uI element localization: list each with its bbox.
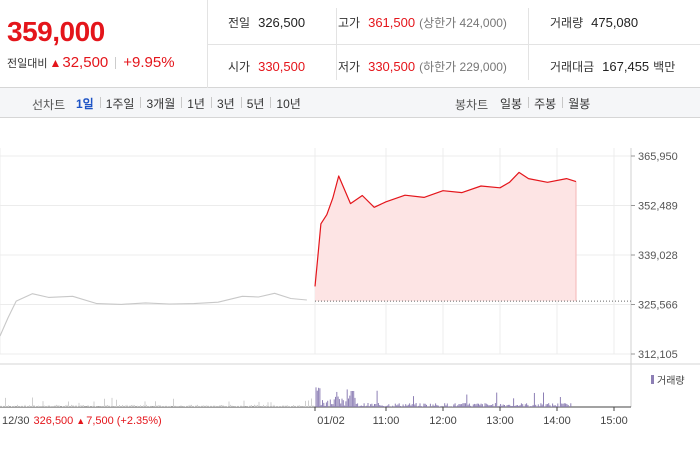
area-fill-today (315, 172, 576, 302)
series-lines (0, 171, 577, 337)
open-cell: 시가 330,500 (228, 44, 305, 88)
change-row: 전일대비 ▲ 32,500 +9.95% (7, 54, 175, 71)
volume-bars (0, 387, 572, 407)
tab-candle-weekly[interactable]: 주봉 (528, 95, 562, 112)
series-line-prev (0, 292, 307, 337)
quote-main: 359,000 전일대비 ▲ 32,500 +9.95% (0, 0, 208, 88)
prev-close-value: 326,500 (258, 14, 306, 30)
bottom-info-pct: (+2.35%) (116, 415, 162, 427)
bottom-info-up-icon: ▲ (76, 416, 86, 426)
x-tick-label: 13:00 (486, 415, 514, 427)
trade-value-unit: 백만 (653, 59, 676, 74)
tab-period-3m[interactable]: 3개월 (140, 95, 181, 112)
high-cell: 고가 361,500 (상한가 424,000) (338, 0, 507, 44)
prev-close-cell: 전일 326,500 (228, 0, 305, 44)
prev-close-label: 전일 (228, 15, 251, 30)
y-tick-label: 325,566 (638, 300, 678, 312)
line-chart-title: 선차트 (32, 98, 66, 112)
bottom-info: 12/30 326,500 ▲ 7,500 (+2.35%) (2, 415, 162, 427)
volume-label: 거래량 (550, 15, 584, 30)
high-limit: (상한가 424,000) (419, 15, 507, 30)
x-tick-label: 01/02 (317, 415, 345, 427)
volume-legend-swatch (651, 375, 654, 384)
candle-tabs: 일봉 주봉 월봉 (494, 88, 596, 118)
change-label: 전일대비 (7, 57, 48, 70)
high-label: 고가 (338, 15, 361, 30)
trade-value-cell: 거래대금 167,455 백만 (550, 44, 675, 88)
price-chart: 365,950 352,489 339,028 325,566 312,105 01/0… (0, 118, 700, 450)
x-tick-label: 14:00 (543, 415, 571, 427)
tab-period-10y[interactable]: 10년 (270, 95, 306, 112)
volume-cell: 거래량 475,080 (550, 0, 638, 44)
quote-col-divider (336, 8, 337, 80)
tab-period-5y[interactable]: 5년 (240, 95, 271, 112)
current-price: 359,000 (7, 16, 105, 47)
bottom-info-date: 12/30 (2, 415, 30, 427)
trade-value-value: 167,455 (602, 58, 650, 74)
change-percent: +9.95% (123, 54, 175, 71)
quote-col-divider (528, 8, 529, 80)
x-axis-ticks: 01/02 11:00 12:00 13:00 14:00 15:00 (314, 407, 628, 427)
area-fill (315, 172, 577, 302)
tab-period-1y[interactable]: 1년 (181, 95, 211, 112)
y-tick-label: 312,105 (638, 349, 678, 361)
volume-legend: 거래량 (651, 372, 685, 387)
up-triangle-icon: ▲ (49, 55, 62, 70)
x-tick-label: 12:00 (429, 415, 457, 427)
quote-panel: 359,000 전일대비 ▲ 32,500 +9.95% 전일 326,500 … (0, 0, 700, 88)
trade-value-label: 거래대금 (550, 59, 595, 74)
y-tick-label: 365,950 (638, 151, 678, 163)
x-tick-label: 15:00 (600, 415, 628, 427)
bottom-info-change: 7,500 (86, 415, 114, 427)
price-chart-svg: 365,950 352,489 339,028 325,566 312,105 01/0… (0, 148, 700, 427)
low-label: 저가 (338, 59, 361, 74)
tab-period-1d[interactable]: 1일 (76, 96, 94, 111)
y-axis-ticks: 365,950 352,489 339,028 325,566 312,105 (631, 151, 678, 361)
low-cell: 저가 330,500 (하한가 229,000) (338, 44, 507, 88)
tab-period-1w[interactable]: 1주일 (99, 95, 141, 112)
tab-period-3y[interactable]: 3년 (210, 95, 241, 112)
volume-legend-label: 거래량 (657, 376, 685, 387)
low-limit: (하한가 229,000) (419, 59, 507, 74)
candle-chart-title: 봉차트 (455, 98, 489, 112)
bottom-info-close: 326,500 (33, 415, 74, 427)
y-tick-label: 339,028 (638, 250, 678, 262)
volume-value: 475,080 (591, 14, 639, 30)
open-label: 시가 (228, 59, 251, 74)
series-line-today (314, 171, 577, 287)
high-value: 361,500 (368, 14, 416, 30)
quote-row-divider (208, 44, 700, 45)
change-value: 32,500 (62, 54, 109, 71)
low-value: 330,500 (368, 58, 416, 74)
y-tick-label: 352,489 (638, 200, 678, 212)
tab-candle-daily[interactable]: 일봉 (500, 96, 523, 111)
x-tick-label: 11:00 (373, 415, 400, 427)
change-divider (115, 56, 117, 69)
period-tabs: 1일 1주일 3개월 1년 3년 5년 10년 (70, 88, 307, 118)
tab-candle-monthly[interactable]: 월봉 (562, 95, 596, 112)
chart-toolbar: 선차트 1일 1주일 3개월 1년 3년 5년 10년 봉차트 일봉 주봉 월봉 (0, 88, 700, 118)
open-value: 330,500 (258, 58, 306, 74)
